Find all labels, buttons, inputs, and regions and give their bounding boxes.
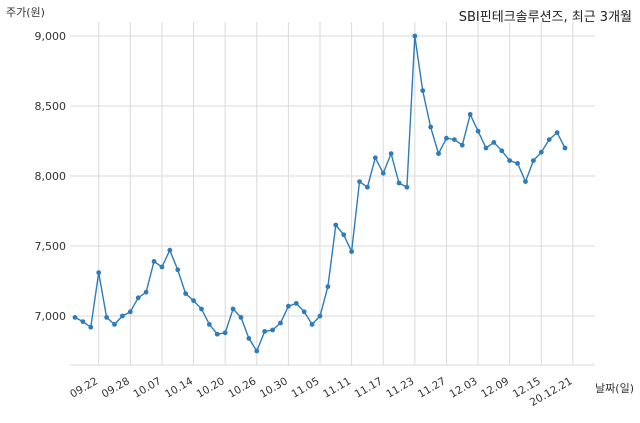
data-point [206,322,212,327]
data-point [167,247,173,253]
y-tick-label: 8,500 [35,100,67,113]
data-point [88,324,94,330]
data-point [80,319,86,324]
data-point [562,145,568,151]
data-point [554,130,560,136]
data-point [72,315,78,320]
data-point [491,140,497,145]
data-point [530,158,536,164]
data-point [96,270,102,275]
data-point [428,124,434,130]
data-point [325,284,331,289]
x-tick-label: 11.17 [353,375,385,400]
x-tick-label: 10.14 [163,375,195,401]
data-point [143,289,149,295]
data-point [341,232,347,238]
x-tick-label: 11.23 [384,375,416,400]
data-point [254,348,260,354]
x-tick-label: 10.30 [258,375,290,400]
x-tick-label: 12.03 [448,375,480,400]
data-point [523,179,528,185]
data-point [127,309,133,315]
data-point [159,264,165,270]
data-point [357,179,362,185]
data-point [317,313,323,319]
data-point [404,184,410,190]
y-tick-label: 7,000 [35,310,67,323]
data-point [309,322,315,327]
data-point [285,303,291,309]
data-point [246,336,252,341]
x-tick-label: 10.07 [131,375,163,400]
x-tick-label: 11.05 [289,375,321,400]
data-point [380,170,386,176]
data-point [104,315,110,320]
data-point [278,320,283,326]
data-point [459,142,465,148]
x-tick-label: 11.27 [416,375,448,400]
x-axis-label: 날짜(일) [595,382,634,395]
data-point [175,267,181,273]
data-point [301,309,307,315]
data-point [238,315,244,320]
data-point [230,306,236,312]
data-point [151,259,157,264]
data-point [444,135,449,141]
data-point [270,327,275,333]
data-point [515,161,520,166]
y-tick-label: 8,000 [35,170,67,183]
data-point [388,151,394,157]
data-point [135,295,141,301]
data-point [214,331,220,337]
x-tick-label: 09.22 [68,375,100,400]
data-point [483,145,489,151]
data-point [199,306,204,312]
data-point [499,148,505,154]
x-tick-label: 11.11 [321,375,353,400]
data-point [420,88,426,93]
x-tick-label: 09.28 [100,375,132,400]
y-tick-label: 9,000 [35,30,67,43]
data-point [112,322,117,327]
data-point [467,112,473,117]
data-point [546,137,552,143]
data-point [222,330,228,336]
x-tick-label: 10.26 [226,375,258,401]
data-point [436,151,441,157]
data-point [349,249,355,255]
data-point [451,137,457,143]
y-tick-label: 7,500 [35,240,67,253]
data-point [396,180,402,186]
data-point [120,313,125,319]
data-point [507,158,513,164]
data-point [538,149,544,155]
data-point [191,298,196,303]
data-point [372,155,378,161]
data-point [293,301,299,306]
data-point [412,33,418,39]
y-axis-label: 주가(원) [6,6,45,19]
data-point [183,291,189,296]
data-point [333,222,339,228]
x-tick-label: 12.09 [479,375,511,400]
chart-title: SBI핀테크솔루션즈, 최근 3개월 [458,10,632,25]
x-tick-label: 10.20 [195,375,227,400]
data-point [475,128,481,134]
data-point [365,184,370,190]
data-point [262,329,268,334]
